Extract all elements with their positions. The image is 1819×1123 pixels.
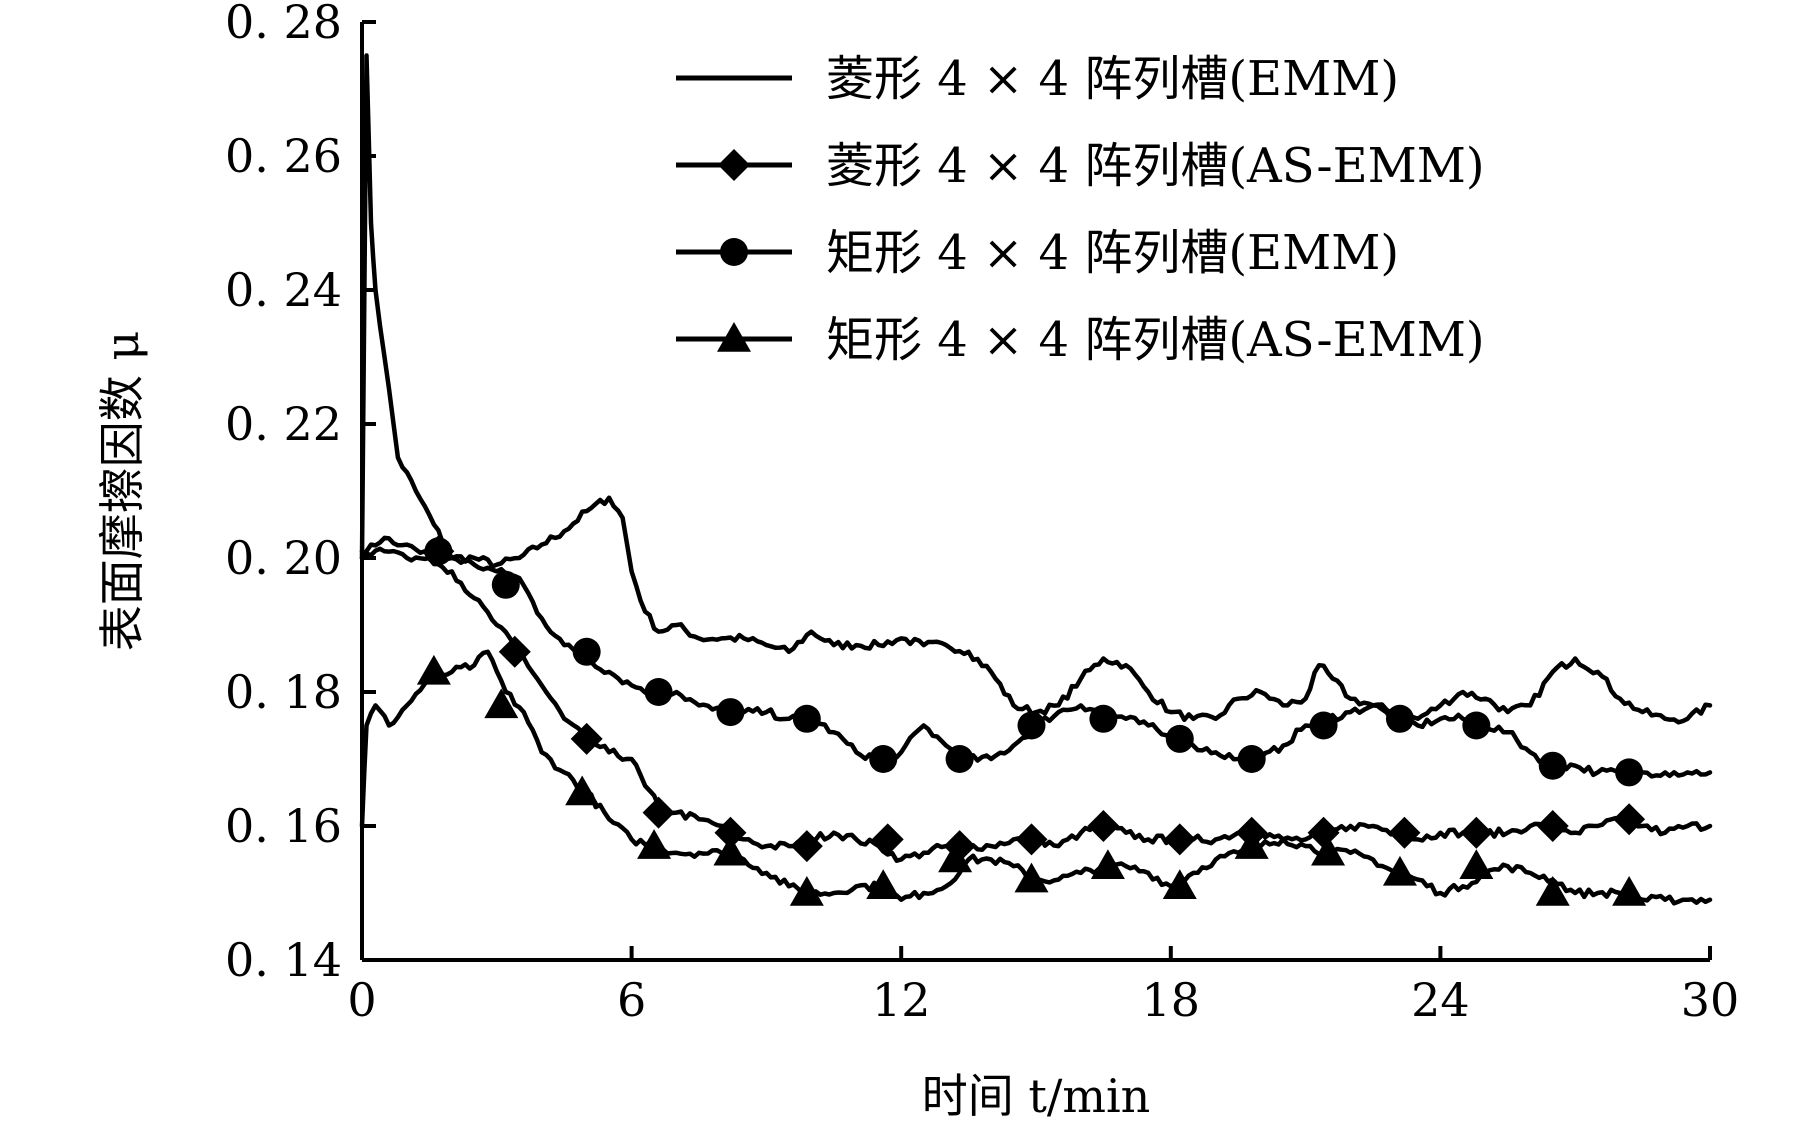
series-3-marker: [484, 688, 519, 719]
series-2-marker: [869, 745, 898, 773]
series-1-marker: [570, 722, 603, 755]
x-tick-label: 6: [617, 973, 646, 1027]
series-line-2: [359, 546, 1713, 779]
series-2-marker: [1165, 724, 1194, 753]
y-tick-label: 0. 20: [225, 531, 342, 585]
y-tick-label: 0. 28: [225, 0, 342, 49]
series-1-marker: [1388, 816, 1421, 849]
x-tick-label: 18: [1142, 973, 1201, 1027]
series-1-marker: [790, 830, 823, 863]
series-2-marker: [644, 678, 673, 706]
y-tick-label: 0. 14: [225, 933, 342, 987]
series-markers: [416, 535, 1647, 906]
series-3-marker: [938, 842, 973, 873]
series-line-1: [359, 535, 1713, 863]
series-1-marker: [714, 816, 747, 849]
legend-label-0: 菱形 4 × 4 阵列槽(EMM): [826, 51, 1399, 107]
series-1-marker: [1613, 803, 1646, 836]
series-1-marker: [1536, 810, 1569, 842]
legend-label-2: 矩形 4 × 4 阵列槽(EMM): [826, 225, 1399, 281]
series-3-marker: [789, 876, 824, 906]
y-tick-label: 0. 18: [225, 665, 342, 719]
legend: 菱形 4 × 4 阵列槽(EMM) 菱形 4 × 4 阵列槽(AS-EMM) 矩形 …: [676, 51, 1485, 368]
series-2-marker: [716, 698, 745, 727]
legend-marker-3: [717, 322, 751, 352]
series-2-marker: [792, 704, 821, 733]
series-3-marker: [416, 654, 451, 685]
series-2-marker: [1385, 704, 1414, 733]
series-3-marker: [637, 829, 672, 859]
legend-marker-2: [720, 238, 748, 266]
axis-ticks: 0 6 12 18 24 30 0. 14 0. 16 0. 18 0. 20 0. 22 0. 24…: [225, 0, 1739, 1027]
x-tick-label: 30: [1681, 973, 1740, 1027]
y-tick-label: 0. 22: [225, 397, 342, 451]
series-1-marker: [871, 823, 904, 856]
series-2-marker: [1309, 711, 1338, 740]
legend-label-3: 矩形 4 × 4 阵列槽(AS-EMM): [826, 312, 1485, 368]
series-3-marker: [1090, 849, 1125, 879]
series-1-marker: [642, 796, 675, 829]
series-1-marker: [1087, 810, 1120, 842]
y-tick-label: 0. 26: [225, 129, 342, 183]
series-2-marker: [1538, 751, 1567, 780]
series-2-marker: [572, 637, 601, 666]
legend-marker-1: [718, 149, 750, 181]
series-1-marker: [1460, 816, 1493, 849]
series-2-marker: [1237, 745, 1266, 773]
x-tick-label: 24: [1411, 973, 1470, 1027]
series-line-0: [359, 53, 1713, 725]
series-3-marker: [1382, 855, 1417, 886]
series-2-marker: [1615, 758, 1644, 787]
x-axis-title: 时间 t/min: [922, 1069, 1151, 1123]
legend-label-1: 菱形 4 × 4 阵列槽(AS-EMM): [826, 138, 1485, 194]
series-3-marker: [1162, 869, 1197, 900]
series-3-marker: [1234, 829, 1269, 859]
series-3-marker: [1535, 876, 1570, 906]
series-line-3: [359, 649, 1713, 906]
y-axis-title: 表面摩擦因数 μ: [95, 331, 149, 652]
series-2-marker: [1017, 711, 1046, 740]
series-2-marker: [1462, 711, 1491, 740]
series-2-marker: [945, 745, 974, 773]
series-2-marker: [424, 537, 453, 566]
series-1-marker: [1307, 816, 1340, 849]
series-3-marker: [713, 835, 748, 866]
x-tick-label: 12: [872, 973, 931, 1027]
series-1-marker: [498, 635, 531, 668]
series-1-marker: [1163, 823, 1196, 856]
series-3-marker: [1014, 862, 1049, 893]
series-3-marker: [866, 869, 901, 900]
series-2-marker: [1089, 704, 1118, 733]
series-3-marker: [1311, 835, 1346, 866]
series-3-marker: [1459, 849, 1494, 879]
y-tick-label: 0. 16: [225, 799, 342, 853]
series-2-marker: [491, 570, 520, 599]
series-3-marker: [1612, 876, 1647, 906]
series-3-marker: [565, 775, 600, 806]
x-tick-label: 0: [347, 973, 376, 1027]
y-tick-label: 0. 24: [225, 263, 342, 317]
series-1-marker: [1015, 823, 1048, 856]
